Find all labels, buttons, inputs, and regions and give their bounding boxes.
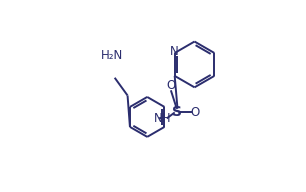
Text: N: N <box>170 45 179 58</box>
Text: H₂N: H₂N <box>101 49 123 62</box>
Text: O: O <box>190 106 199 119</box>
Text: NH: NH <box>154 112 171 125</box>
Text: O: O <box>166 79 176 92</box>
Text: S: S <box>172 105 182 119</box>
